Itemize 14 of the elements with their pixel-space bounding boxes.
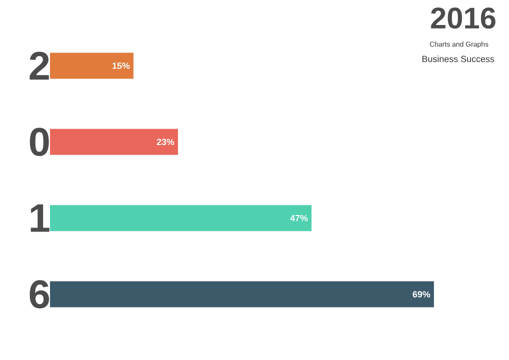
y-tick-label: 2 <box>30 52 49 80</box>
y-tick-label: 6 <box>30 280 50 308</box>
data-label: 15% <box>112 62 130 69</box>
chart-title: 2016 <box>431 8 496 29</box>
bar <box>50 281 434 308</box>
annotation: Business Success <box>422 56 494 62</box>
bar <box>50 128 178 155</box>
data-label: 69% <box>412 291 430 298</box>
data-label: 47% <box>290 214 308 222</box>
bar <box>50 205 312 232</box>
bar <box>50 52 134 79</box>
data-label: 23% <box>156 138 174 146</box>
y-tick-label: 1 <box>30 204 50 232</box>
y-tick-label: 0 <box>30 128 49 156</box>
